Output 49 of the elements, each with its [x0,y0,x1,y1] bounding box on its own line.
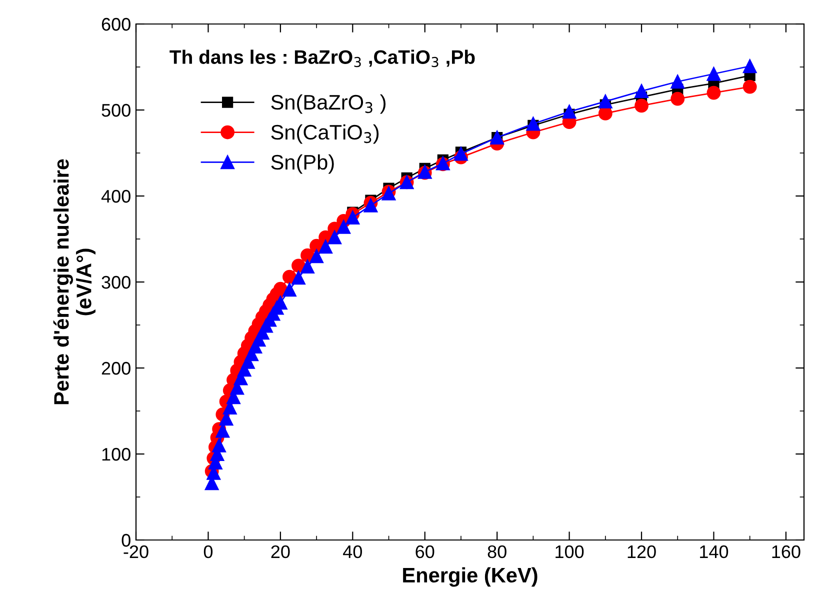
point [282,270,296,284]
x-tick-label: 80 [488,545,506,558]
point [634,98,648,113]
point [670,92,685,106]
point [742,59,757,74]
y-tick-label: 300 [102,276,130,289]
y-tick-label: 600 [102,18,130,31]
point [318,240,333,254]
point [598,106,612,120]
x-tick-label: 100 [556,545,584,558]
y-tick-label: 0 [122,534,130,547]
point [216,424,230,438]
y-axis-title: Perte d'énergie nucleaire (eV/A°) [53,159,96,404]
point [526,116,540,131]
point [364,198,378,212]
x-tick-label: 120 [628,545,656,558]
legend-label: Sn(CaTiO$_{3}$) [271,124,379,144]
point [742,80,757,94]
point [454,146,468,161]
point [336,220,351,234]
x-tick-label: -20 [124,545,148,558]
point [300,260,314,274]
point [273,282,288,296]
legend-label: Sn(BaZrO$_{3}$ ) [271,94,386,114]
point [670,74,685,89]
point [562,104,576,119]
point [212,438,226,452]
point [328,230,342,244]
point [634,84,648,98]
x-tick-label: 60 [416,545,434,558]
y-tick-label: 100 [102,448,130,461]
y-tick-label: 400 [101,190,130,203]
point [310,249,324,264]
x-tick-label: 20 [271,545,290,558]
y-tick-label: 200 [102,362,130,375]
point [598,94,612,108]
point [706,86,721,100]
point [292,270,306,285]
x-tick-label: 0 [204,545,213,558]
point [706,66,721,81]
text: Th dans les : BaZrO$_{3}$ ,CaTiO$_{3}$ ,Pb [170,50,475,68]
point [346,210,360,224]
x-tick-label: 40 [343,545,362,558]
y-tick-label: 500 [102,104,130,117]
x-tick-label: 160 [772,545,800,558]
x-tick-label: 140 [700,545,728,558]
legend-label: Sn(Pb) [271,154,334,174]
x-axis-title: Energie (KeV) [403,567,538,587]
point [282,282,296,297]
